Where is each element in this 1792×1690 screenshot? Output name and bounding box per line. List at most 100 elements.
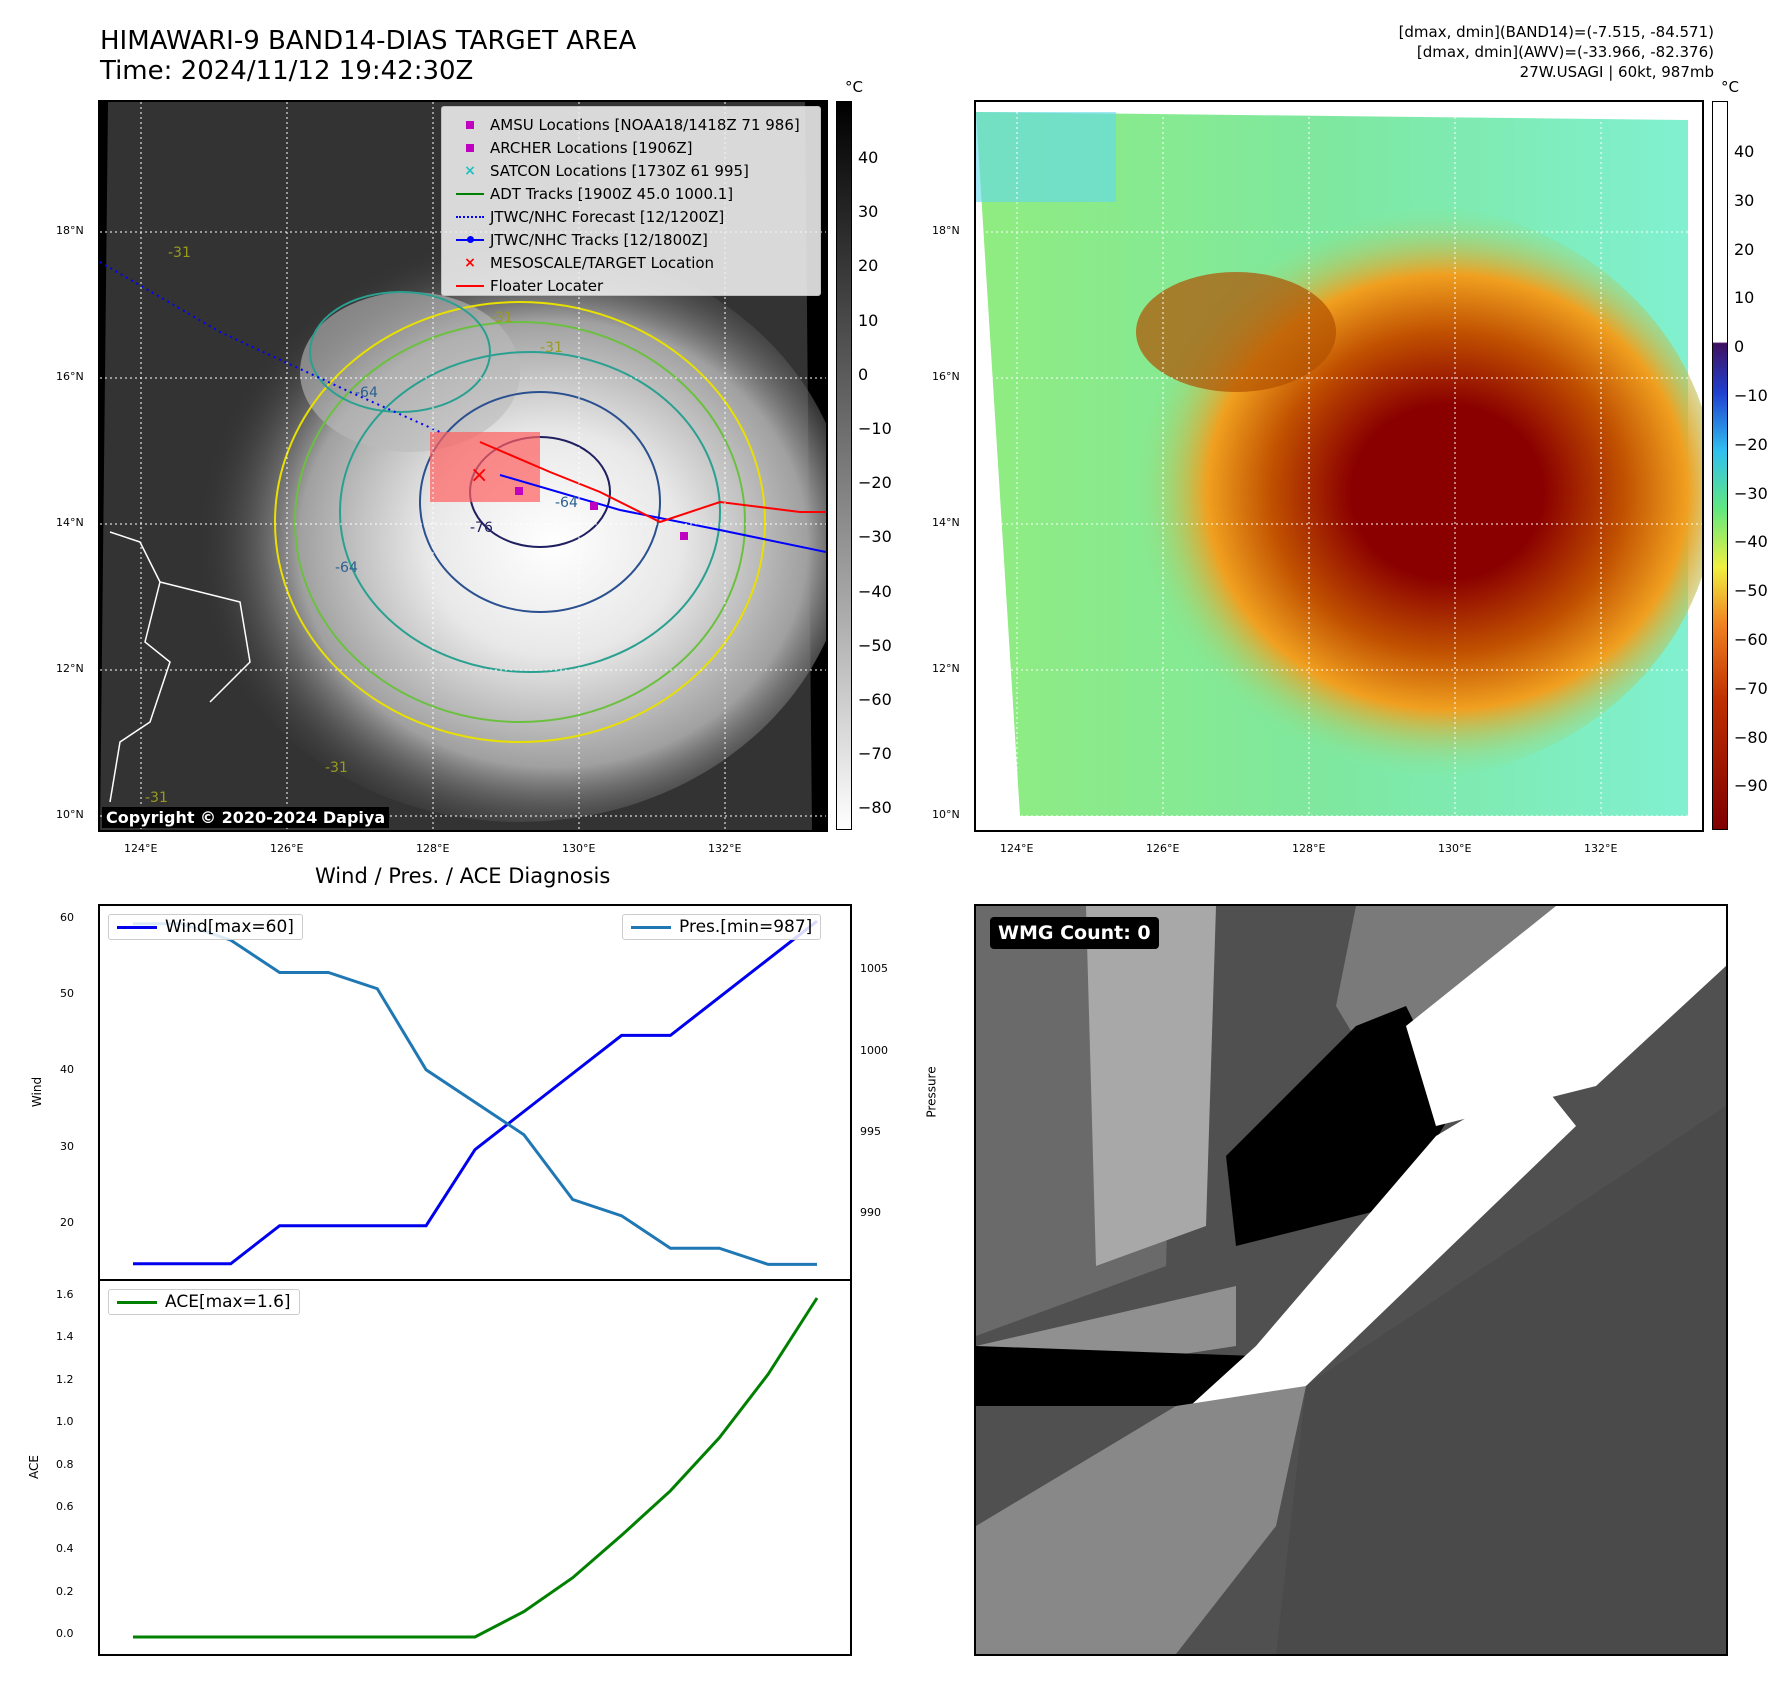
lon-tick: 132°E bbox=[708, 842, 742, 855]
svg-text:×: × bbox=[470, 463, 488, 488]
colorbar-tick-label: 40 bbox=[1734, 142, 1755, 161]
wmg-image bbox=[976, 906, 1726, 1654]
title-line-1: HIMAWARI-9 BAND14-DIAS TARGET AREA bbox=[100, 26, 637, 56]
storm-info: [dmax, dmin](BAND14)=(-7.515, -84.571) [… bbox=[1399, 22, 1714, 82]
colorbar-tick-label: −40 bbox=[858, 581, 892, 601]
colorbar-tick-label: −50 bbox=[858, 635, 892, 655]
line-marker-icon bbox=[450, 192, 490, 195]
lat-tick: 18°N bbox=[56, 224, 84, 237]
colorbar-tick-label: −30 bbox=[1734, 483, 1768, 503]
colorbar-tick-label: −70 bbox=[1734, 678, 1768, 698]
awv-colorbar bbox=[1712, 101, 1728, 830]
colorbar-tick-label: −60 bbox=[858, 690, 892, 709]
contour-label: -31 bbox=[540, 340, 563, 356]
legend-jtwc-tracks: JTWC/NHC Tracks [12/1800Z] bbox=[450, 228, 814, 251]
info-band14-range: [dmax, dmin](BAND14)=(-7.515, -84.571) bbox=[1398, 23, 1714, 41]
ace-plot bbox=[133, 1297, 819, 1639]
wmg-panel bbox=[974, 904, 1728, 1656]
legend-floater: Floater Locater bbox=[450, 274, 814, 297]
square-marker-icon bbox=[450, 143, 490, 152]
ace-tick-label: 1.0 bbox=[56, 1415, 74, 1429]
colorbar-tick-label: 30 bbox=[858, 202, 879, 222]
wind-tick-label: 50 bbox=[60, 987, 74, 1001]
lon-tick: 126°E bbox=[1146, 842, 1180, 855]
lat-tick: 16°N bbox=[932, 370, 960, 383]
title-line-2: Time: 2024/11/12 19:42:30Z bbox=[100, 56, 474, 86]
wind-pres-plot bbox=[133, 920, 818, 1266]
colorbar-tick-label: −30 bbox=[858, 527, 892, 547]
pressure-legend: Pres.[min=987] bbox=[622, 914, 822, 940]
colorbar-unit: °C bbox=[1721, 78, 1739, 96]
ace-tick-label: 1.2 bbox=[56, 1372, 74, 1386]
colorbar-tick-label: −90 bbox=[1734, 776, 1768, 796]
pressure-tick-label: 1005 bbox=[860, 962, 888, 976]
ir-colorbar bbox=[836, 101, 852, 830]
colorbar-tick-label: 20 bbox=[1734, 239, 1755, 259]
colorbar-tick-label: 0 bbox=[1734, 337, 1745, 357]
legend-target: × MESOSCALE/TARGET Location bbox=[450, 251, 814, 274]
colorbar-tick-label: 10 bbox=[858, 310, 879, 330]
colorbar-tick-label: 20 bbox=[858, 256, 879, 276]
wmg-count-badge: WMG Count: 0 bbox=[990, 917, 1159, 949]
lon-tick: 124°E bbox=[1000, 842, 1034, 855]
diagnosis-title: Wind / Pres. / ACE Diagnosis bbox=[315, 864, 611, 888]
line-dot-marker-icon bbox=[450, 235, 490, 243]
lon-tick: 126°E bbox=[270, 842, 304, 855]
lat-tick: 14°N bbox=[56, 516, 84, 529]
wind-tick-label: 60 bbox=[60, 911, 74, 925]
colorbar-tick-label: −80 bbox=[858, 798, 892, 818]
contour-label: -31 bbox=[145, 790, 168, 806]
colorbar-tick-label: −40 bbox=[1734, 532, 1768, 552]
ace-series-line bbox=[133, 1297, 819, 1639]
figure-title: HIMAWARI-9 BAND14-DIAS TARGET AREA Time:… bbox=[100, 26, 636, 86]
pressure-tick-label: 995 bbox=[860, 1124, 881, 1138]
line-marker-icon bbox=[450, 284, 490, 287]
wind-series-line bbox=[133, 920, 818, 1266]
contour-label: -76 bbox=[470, 520, 493, 536]
ace-tick-label: 1.4 bbox=[56, 1330, 74, 1344]
awv-map-image bbox=[976, 102, 1702, 830]
info-awv-range: [dmax, dmin](AWV)=(-33.966, -82.376) bbox=[1416, 43, 1714, 61]
colorbar-tick-label: 0 bbox=[858, 364, 869, 384]
ace-chart bbox=[98, 1279, 852, 1656]
lon-tick: 124°E bbox=[124, 842, 158, 855]
legend-adt: ADT Tracks [1900Z 45.0 1000.1] bbox=[450, 182, 814, 205]
line-marker-icon bbox=[631, 925, 671, 929]
colorbar-tick-label: −70 bbox=[858, 744, 892, 764]
pressure-series-line bbox=[133, 922, 817, 1266]
lon-tick: 132°E bbox=[1584, 842, 1618, 855]
ace-tick-label: 1.6 bbox=[56, 1287, 74, 1301]
lon-tick: 128°E bbox=[416, 842, 450, 855]
lat-tick: 10°N bbox=[56, 808, 84, 821]
ace-tick-label: 0.8 bbox=[56, 1457, 74, 1471]
legend-archer: ARCHER Locations [1906Z] bbox=[450, 136, 814, 159]
awv-map-panel bbox=[974, 100, 1704, 832]
pressure-tick-label: 990 bbox=[860, 1205, 881, 1219]
contour-label: -64 bbox=[355, 385, 378, 401]
colorbar-tick-label: −80 bbox=[1734, 727, 1768, 747]
x-marker-icon: × bbox=[464, 162, 476, 179]
ace-legend: ACE[max=1.6] bbox=[108, 1289, 300, 1315]
lat-tick: 18°N bbox=[932, 224, 960, 237]
ace-tick-label: 0.4 bbox=[56, 1542, 74, 1556]
lat-tick: 12°N bbox=[56, 662, 84, 675]
contour-label: -31 bbox=[490, 310, 513, 326]
colorbar-tick-label: 10 bbox=[1734, 288, 1755, 308]
ace-axis-label: ACE bbox=[26, 1455, 41, 1479]
ace-tick-label: 0.6 bbox=[56, 1499, 74, 1513]
info-storm-name: 27W.USAGI | 60kt, 987mb bbox=[1519, 63, 1714, 81]
contour-label: -64 bbox=[555, 495, 578, 511]
colorbar-tick-label: −50 bbox=[1734, 581, 1768, 601]
colorbar-unit: °C bbox=[845, 78, 863, 96]
lon-tick: 130°E bbox=[1438, 842, 1472, 855]
ace-tick-label: 0.2 bbox=[56, 1584, 74, 1598]
lat-tick: 16°N bbox=[56, 370, 84, 383]
colorbar-tick-label: 40 bbox=[858, 148, 879, 167]
wind-legend: Wind[max=60] bbox=[108, 914, 303, 940]
lat-tick: 10°N bbox=[932, 808, 960, 821]
contour-label: -31 bbox=[168, 245, 191, 261]
legend-satcon: × SATCON Locations [1730Z 61 995] bbox=[450, 159, 814, 182]
colorbar-tick-label: −10 bbox=[858, 419, 892, 438]
colorbar-tick-label: −10 bbox=[1734, 386, 1768, 405]
line-marker-icon bbox=[117, 1300, 157, 1304]
